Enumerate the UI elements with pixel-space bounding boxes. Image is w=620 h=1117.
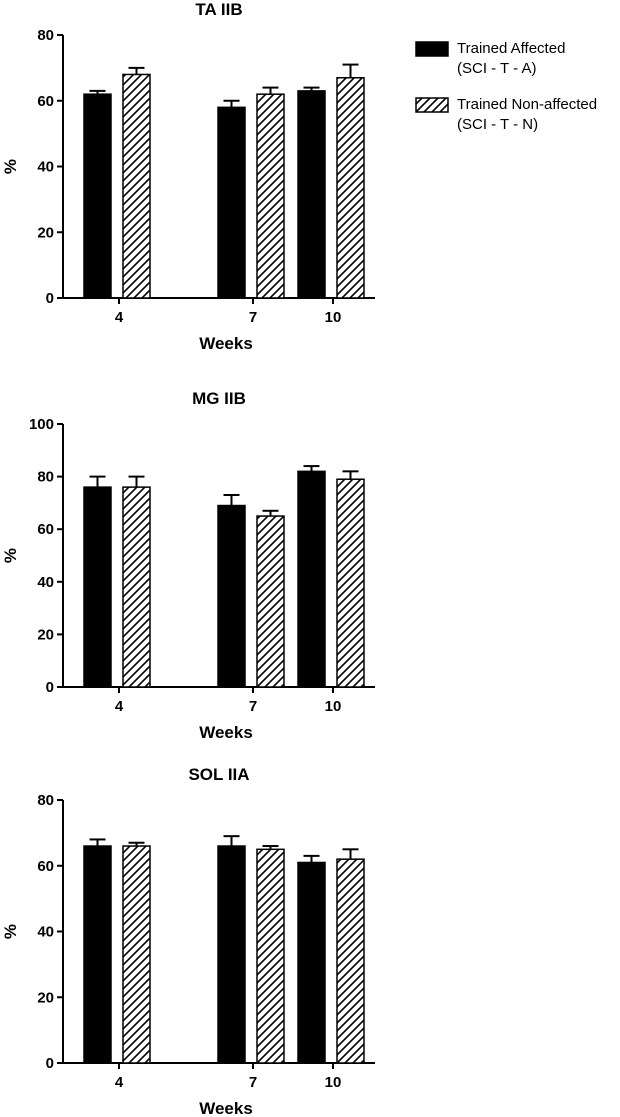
chart-title: TA IIB — [195, 0, 242, 19]
x-axis-label: Weeks — [199, 723, 253, 742]
y-axis-label: % — [1, 924, 20, 939]
x-axis-label: Weeks — [199, 1099, 253, 1117]
bar-trained-affected — [297, 90, 326, 299]
x-axis-label: Weeks — [199, 334, 253, 353]
y-tick-label: 60 — [37, 521, 54, 538]
y-tick-label: 20 — [37, 989, 54, 1006]
bar-trained-affected — [217, 845, 246, 1064]
y-axis-label: % — [1, 159, 20, 174]
legend-swatch — [415, 41, 449, 57]
legend-swatch — [415, 97, 449, 113]
y-tick-label: 80 — [37, 469, 54, 486]
bar-trained-affected — [297, 470, 326, 688]
chart-panel: SOL IIA% 0 20 40 60 80 4 7 10 Weeks — [1, 765, 375, 1117]
chart-panel: TA IIB% 0 20 40 60 80 4 7 10 Weeks — [1, 0, 375, 353]
x-tick-label: 10 — [325, 309, 342, 326]
legend-sublabel: (SCI - T - N) — [457, 116, 538, 133]
y-tick-label: 40 — [37, 159, 54, 176]
bar-trained-non-affected — [256, 515, 285, 688]
legend-sublabel: (SCI - T - A) — [457, 60, 536, 77]
bar-trained-non-affected — [336, 858, 365, 1064]
bar-trained-non-affected — [122, 486, 151, 688]
bar-trained-affected — [83, 845, 112, 1064]
x-tick-label: 7 — [249, 698, 257, 715]
y-tick-label: 80 — [37, 792, 54, 809]
bar-trained-affected — [83, 486, 112, 688]
legend: Trained Affected (SCI - T - A) Trained Non… — [415, 40, 597, 133]
x-tick-label: 10 — [325, 698, 342, 715]
y-tick-label: 80 — [37, 27, 54, 44]
bar-trained-affected — [83, 93, 112, 299]
y-tick-label: 100 — [29, 416, 54, 433]
x-tick-label: 4 — [115, 698, 124, 715]
x-tick-label: 7 — [249, 1074, 257, 1091]
y-tick-label: 0 — [46, 1055, 54, 1072]
x-tick-label: 4 — [115, 309, 124, 326]
bar-trained-non-affected — [336, 478, 365, 688]
chart-title: SOL IIA — [188, 765, 249, 784]
bar-trained-non-affected — [122, 845, 151, 1064]
legend-label: Trained Non-affected — [457, 96, 597, 113]
x-tick-label: 7 — [249, 309, 257, 326]
bar-trained-non-affected — [336, 76, 365, 299]
chart-title: MG IIB — [192, 389, 246, 408]
y-axis-label: % — [1, 548, 20, 563]
y-tick-label: 20 — [37, 626, 54, 643]
chart-panel: MG IIB% 0 20 40 60 80 100 4 7 10 Weeks — [1, 389, 375, 742]
y-tick-label: 60 — [37, 858, 54, 875]
y-tick-label: 0 — [46, 290, 54, 307]
y-tick-label: 20 — [37, 224, 54, 241]
y-tick-label: 40 — [37, 574, 54, 591]
y-tick-label: 60 — [37, 93, 54, 110]
bar-trained-non-affected — [122, 73, 151, 299]
legend-label: Trained Affected — [457, 40, 565, 57]
x-tick-label: 10 — [325, 1074, 342, 1091]
bar-trained-affected — [297, 861, 326, 1064]
bar-trained-affected — [217, 504, 246, 688]
bar-trained-non-affected — [256, 848, 285, 1064]
x-tick-label: 4 — [115, 1074, 124, 1091]
bar-trained-non-affected — [256, 93, 285, 299]
y-tick-label: 40 — [37, 924, 54, 941]
bar-trained-affected — [217, 106, 246, 299]
y-tick-label: 0 — [46, 679, 54, 696]
